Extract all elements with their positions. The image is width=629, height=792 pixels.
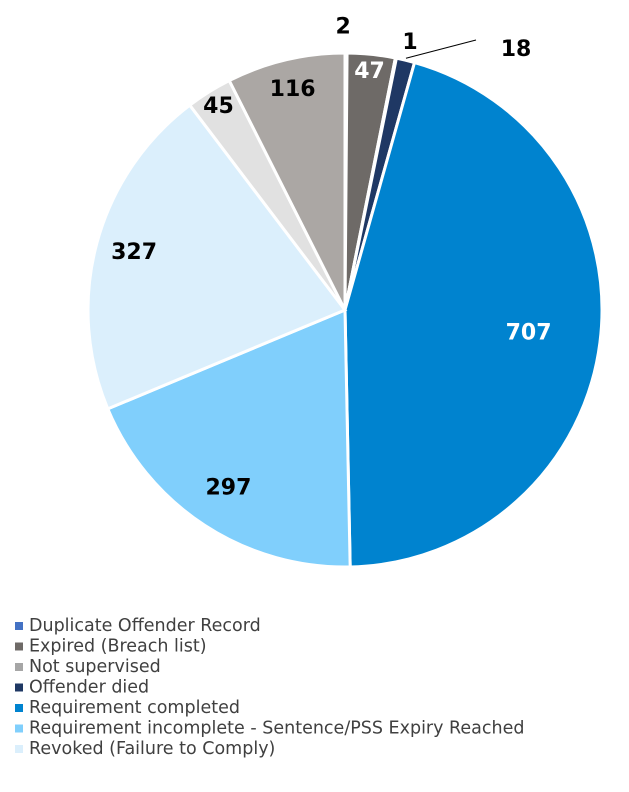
legend-label: Revoked (Failure to Comply) bbox=[29, 739, 275, 759]
data-label: 116 bbox=[270, 77, 316, 102]
legend-label: Requirement completed bbox=[29, 698, 240, 718]
pie-slice bbox=[105, 307, 352, 569]
legend-swatch bbox=[15, 683, 23, 692]
legend-label: Offender died bbox=[29, 678, 149, 698]
legend-swatch bbox=[15, 724, 23, 733]
data-label: 707 bbox=[506, 320, 552, 345]
legend-swatch bbox=[15, 622, 23, 630]
data-label: 297 bbox=[205, 476, 251, 501]
data-label: 47 bbox=[354, 59, 385, 84]
data-label: 327 bbox=[111, 240, 157, 265]
legend-label: Duplicate Offender Record bbox=[29, 616, 261, 636]
pie-slice bbox=[227, 51, 347, 311]
legend-swatch bbox=[15, 704, 23, 712]
data-label: 45 bbox=[203, 94, 234, 119]
data-label: 18 bbox=[501, 37, 532, 62]
legend-swatch bbox=[15, 745, 23, 753]
legend-label: Expired (Breach list) bbox=[29, 637, 207, 657]
leader-line bbox=[405, 39, 477, 59]
data-label: 2 bbox=[335, 14, 350, 39]
pie-slice bbox=[343, 60, 604, 569]
legend-swatch bbox=[15, 663, 23, 671]
legend-label: Requirement incomplete - Sentence/PSS Ex… bbox=[29, 719, 525, 739]
legend-label: Not supervised bbox=[29, 657, 161, 677]
data-label: 1 bbox=[402, 30, 417, 55]
pie-slice bbox=[86, 103, 348, 411]
legend-swatch bbox=[15, 642, 23, 651]
